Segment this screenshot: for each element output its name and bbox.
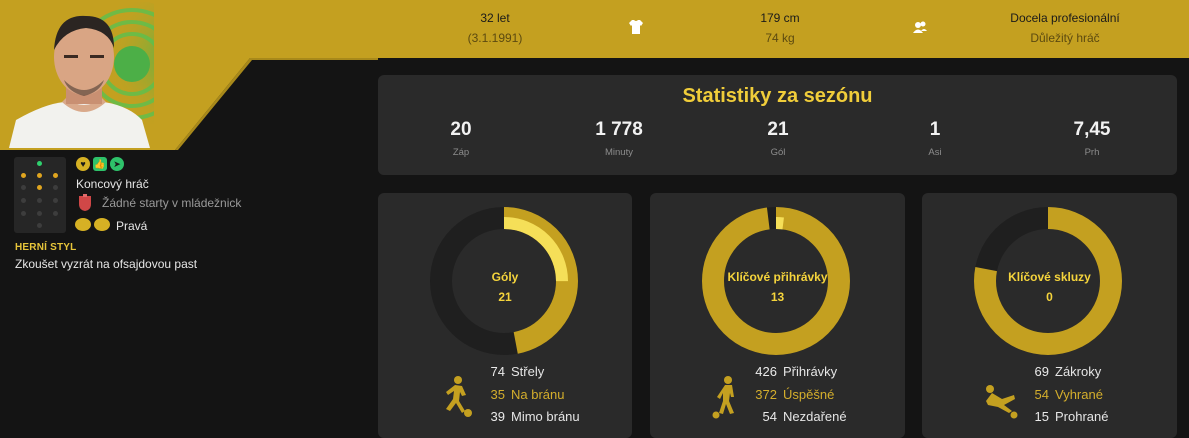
- key-tackles-donut: [974, 207, 1122, 355]
- preferred-foot: Pravá: [116, 219, 148, 233]
- donut-value: 0: [1046, 290, 1053, 304]
- key-tackles-arc-total: [974, 207, 1122, 355]
- stat-label: Gól: [770, 147, 786, 158]
- youth-starts: Žádné starty v mládežnick: [102, 196, 242, 210]
- key-tackles-donut-label: Klíčové skluzy 0: [922, 267, 1177, 307]
- season-stats-panel: Statistiky za sezónu 20 Záp 1 778 Minuty…: [378, 75, 1177, 175]
- sliding-tackle-icon: [986, 385, 1018, 419]
- stat-row: 39 Mimo bránu: [490, 409, 580, 424]
- foot-icons: [75, 218, 110, 231]
- height: 179 cm: [760, 11, 800, 25]
- goals-donut-label: Góly 21: [378, 267, 632, 307]
- trait-icons: ♥ 👍 ➤: [76, 157, 124, 171]
- stat-label: Minuty: [605, 147, 633, 158]
- player-position: Koncový hráč: [76, 177, 149, 191]
- goals-card: Góly 21 74 Střely 35 Na bránu 39 Mimo bránu: [378, 193, 632, 438]
- stat-goals: 21 Gól: [718, 119, 838, 158]
- status: Docela profesionální: [1010, 11, 1120, 25]
- stat-label: Prh: [1084, 147, 1100, 158]
- role: Důležitý hráč: [1030, 31, 1100, 45]
- play-style: Zkoušet vyzrát na ofsajdovou past: [15, 257, 198, 271]
- birth-date: (3.1.1991): [467, 31, 523, 45]
- age-block: 32 let (3.1.1991): [440, 8, 550, 48]
- play-style-label: HERNÍ STYL: [15, 242, 77, 253]
- stat-value: 1 778: [595, 119, 643, 140]
- key-passes-card: Klíčové přihrávky 13 426 Přihrávky 372 Úsp…: [650, 193, 905, 438]
- key-tackles-card: Klíčové skluzy 0 69 Zákroky 54 Vyhrané 15 P…: [922, 193, 1177, 438]
- player-portrait: [9, 2, 154, 148]
- key-passes-arc-highlight: [712, 217, 840, 345]
- stat-row: 35 Na bránu: [490, 387, 565, 402]
- stat-value: 7,45: [1073, 119, 1111, 140]
- heart-badge-icon[interactable]: ♥: [76, 157, 90, 171]
- age: 32 let: [480, 11, 510, 25]
- right-boot-icon: [94, 218, 110, 231]
- send-icon[interactable]: ➤: [110, 157, 124, 171]
- goals-arc-highlight: [440, 217, 568, 345]
- stat-value: 1: [929, 119, 941, 140]
- stat-value: 21: [767, 119, 789, 140]
- stat-minutes: 1 778 Minuty: [559, 119, 679, 158]
- stat-rating: 7,45 Prh: [1032, 119, 1152, 158]
- shooting-player-icon: [446, 376, 472, 417]
- donut-value: 13: [770, 290, 785, 304]
- position-pitch: [14, 157, 66, 233]
- key-passes-donut-label: Klíčové přihrávky 13: [650, 267, 905, 307]
- people-icon: [913, 21, 927, 33]
- donut-title: Klíčové skluzy: [1008, 270, 1091, 284]
- stat-row: 15 Prohrané: [1034, 409, 1109, 424]
- thumbs-up-icon[interactable]: 👍: [93, 157, 107, 171]
- passing-player-icon: [712, 376, 734, 419]
- shirt-icon: [629, 20, 643, 34]
- season-title: Statistiky za sezónu: [682, 85, 873, 107]
- stat-label: Asi: [928, 147, 942, 158]
- stat-row: 74 Střely: [490, 364, 545, 379]
- stat-assists: 1 Asi: [875, 119, 995, 158]
- stat-row: 69 Zákroky: [1034, 364, 1102, 379]
- left-boot-icon: [75, 218, 91, 231]
- donut-title: Góly: [491, 270, 519, 284]
- stat-label: Záp: [452, 147, 470, 158]
- donut-value: 21: [498, 290, 512, 304]
- stat-row: 372 Úspěšné: [755, 387, 835, 402]
- stat-row: 426 Přihrávky: [755, 364, 838, 379]
- key-passes-donut: [702, 207, 850, 355]
- weight: 74 kg: [765, 31, 795, 45]
- stat-row: 54 Vyhrané: [1034, 387, 1103, 402]
- status-block: Docela profesionální Důležitý hráč: [985, 8, 1145, 48]
- club-crest-icon: [79, 194, 91, 211]
- stat-value: 20: [450, 119, 472, 140]
- stat-appearances: 20 Záp: [401, 119, 521, 158]
- goals-donut: [430, 207, 578, 355]
- stat-row: 54 Nezdařené: [762, 409, 847, 424]
- donut-title: Klíčové přihrávky: [727, 270, 828, 284]
- size-block: 179 cm 74 kg: [725, 8, 835, 48]
